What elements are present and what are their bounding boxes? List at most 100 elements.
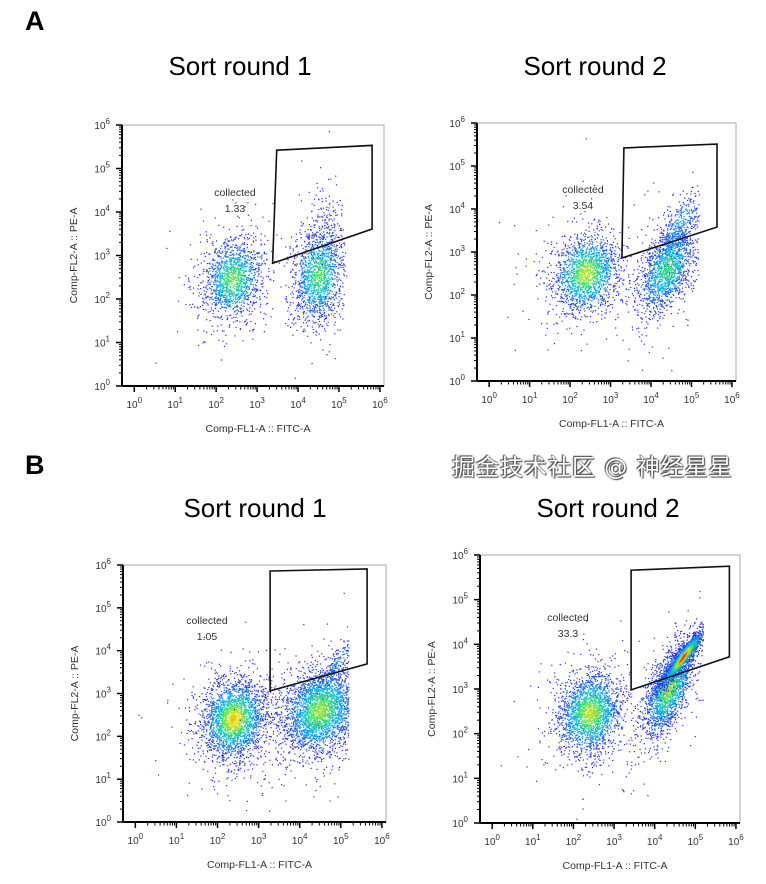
- data-point: [214, 275, 216, 277]
- data-point: [227, 240, 229, 243]
- data-point: [316, 281, 318, 283]
- data-point: [327, 276, 330, 278]
- data-point: [311, 299, 313, 301]
- data-point: [569, 260, 571, 262]
- data-point: [585, 251, 587, 253]
- data-point: [606, 272, 608, 274]
- data-point: [221, 318, 223, 320]
- data-point: [560, 269, 562, 271]
- data-point: [595, 255, 597, 257]
- data-point: [574, 286, 576, 288]
- data-point: [593, 229, 595, 231]
- data-point: [329, 202, 331, 204]
- data-point: [587, 276, 589, 278]
- data-point: [608, 276, 610, 278]
- data-point: [332, 297, 334, 299]
- data-point: [592, 248, 594, 250]
- data-point: [305, 289, 307, 291]
- data-point: [243, 305, 245, 308]
- data-point: [326, 303, 328, 305]
- data-point: [238, 273, 240, 275]
- data-point: [312, 328, 314, 331]
- data-point: [291, 285, 293, 287]
- data-point: [579, 269, 581, 271]
- scatter-plot-1: 1001001011011021021031031041041051051061…: [68, 117, 388, 435]
- data-point: [577, 283, 579, 285]
- data-point: [561, 289, 564, 291]
- data-point: [563, 289, 565, 291]
- data-point: [233, 278, 235, 280]
- data-point: [305, 318, 307, 320]
- data-point: [601, 259, 603, 261]
- data-point: [309, 284, 311, 286]
- data-point: [237, 259, 239, 261]
- data-point: [602, 250, 604, 252]
- data-point: [558, 255, 560, 257]
- data-point: [580, 262, 582, 264]
- data-point: [223, 284, 225, 286]
- data-point: [335, 276, 337, 278]
- data-point: [615, 288, 617, 290]
- data-point: [583, 273, 585, 275]
- data-point: [227, 299, 230, 301]
- data-point: [600, 288, 602, 290]
- data-point: [326, 248, 328, 250]
- data-point: [240, 307, 243, 309]
- data-point: [220, 275, 222, 277]
- data-point: [596, 274, 598, 276]
- data-point: [305, 264, 307, 266]
- data-point: [215, 288, 217, 290]
- data-point: [304, 303, 306, 305]
- data-point: [315, 234, 318, 236]
- data-point: [600, 303, 602, 306]
- data-point: [583, 295, 585, 297]
- data-point: [241, 263, 243, 265]
- data-point: [559, 287, 561, 289]
- data-point: [596, 249, 598, 251]
- data-point: [601, 265, 603, 267]
- data-point: [325, 304, 327, 306]
- data-point: [577, 263, 579, 265]
- data-point: [559, 264, 561, 267]
- y-tick-label: 102: [94, 291, 110, 306]
- data-point: [587, 284, 589, 286]
- data-point: [239, 289, 241, 291]
- data-point: [327, 292, 329, 294]
- data-point: [600, 295, 602, 297]
- data-point: [303, 283, 305, 285]
- data-point: [573, 304, 575, 306]
- data-point: [584, 314, 586, 316]
- data-point: [263, 318, 265, 320]
- data-point: [514, 225, 516, 227]
- data-point: [248, 259, 251, 261]
- data-point: [579, 299, 581, 301]
- data-point: [590, 256, 592, 259]
- data-point: [213, 330, 215, 332]
- data-point: [594, 218, 596, 220]
- data-point: [249, 294, 251, 296]
- data-point: [335, 254, 337, 257]
- data-point: [297, 318, 299, 320]
- data-point: [230, 236, 232, 239]
- data-point: [313, 275, 315, 277]
- data-point: [283, 265, 285, 267]
- data-point: [196, 306, 199, 308]
- data-point: [595, 248, 597, 250]
- data-point: [323, 293, 325, 295]
- data-point: [321, 201, 323, 203]
- data-point: [587, 299, 589, 301]
- data-point: [339, 199, 341, 202]
- data-point: [609, 275, 611, 278]
- data-point: [188, 281, 190, 283]
- data-point: [329, 308, 331, 310]
- data-point: [225, 343, 228, 345]
- data-point: [316, 262, 318, 264]
- data-point: [185, 275, 187, 277]
- data-point: [291, 313, 293, 315]
- data-point: [315, 254, 317, 256]
- data-point: [221, 288, 223, 290]
- data-point: [322, 259, 324, 261]
- data-point: [575, 269, 577, 271]
- data-point: [220, 280, 222, 282]
- data-point: [609, 304, 612, 306]
